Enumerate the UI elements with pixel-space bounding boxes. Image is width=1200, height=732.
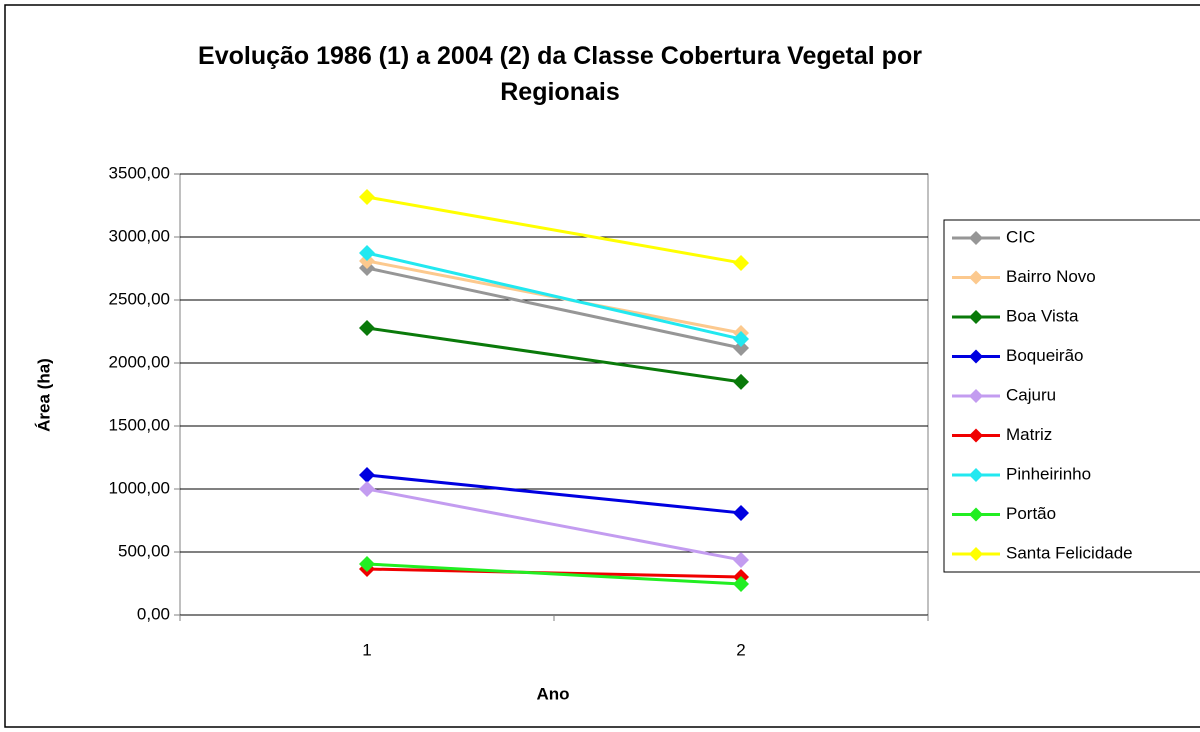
- series-line: [366, 487, 742, 562]
- data-point: [359, 467, 375, 484]
- y-tick-label: 0,00: [137, 604, 170, 623]
- chart-title: Evolução 1986 (1) a 2004 (2) da Classe C…: [198, 42, 922, 106]
- series-line: [366, 195, 742, 265]
- legend-label: Portão: [1006, 504, 1056, 523]
- data-point: [733, 331, 749, 348]
- legend-marker: [969, 468, 983, 482]
- y-tick-label: 1000,00: [109, 478, 170, 497]
- x-axis-label: Ano: [536, 684, 569, 703]
- y-tick-label: 2500,00: [109, 289, 170, 308]
- y-tick-label: 3000,00: [109, 226, 170, 245]
- series-line: [366, 473, 742, 515]
- data-point: [733, 504, 749, 521]
- legend-marker: [969, 349, 983, 364]
- legend-marker: [969, 507, 983, 522]
- series-line: [366, 251, 742, 341]
- y-axis-label: Área (ha): [34, 358, 53, 432]
- data-point: [733, 254, 749, 271]
- data-point: [733, 576, 749, 593]
- legend-label: Matriz: [1006, 425, 1052, 444]
- data-point: [359, 245, 375, 262]
- legend-marker: [969, 310, 983, 324]
- legend-label: Cajuru: [1006, 385, 1056, 404]
- legend-label: Boqueirão: [1006, 346, 1084, 365]
- y-tick-label: 2000,00: [109, 352, 170, 371]
- legend-marker: [969, 389, 983, 403]
- legend-label: Bairro Novo: [1006, 267, 1096, 286]
- series-line: [366, 266, 742, 350]
- legend-label: CIC: [1006, 227, 1035, 246]
- data-point: [733, 373, 749, 390]
- data-point: [359, 555, 375, 572]
- x-tick-label: 1: [362, 640, 371, 659]
- data-point: [733, 551, 749, 568]
- x-tick-label: 2: [736, 640, 745, 659]
- y-tick-label: 1500,00: [109, 415, 170, 434]
- legend-label: Boa Vista: [1006, 306, 1079, 325]
- y-tick-label: 3500,00: [109, 163, 170, 182]
- plot-area: [179, 173, 929, 616]
- legend-marker: [969, 231, 983, 245]
- data-point: [359, 319, 375, 336]
- data-point: [733, 340, 749, 357]
- data-point: [359, 481, 375, 497]
- data-point: [359, 189, 375, 206]
- legend-label: Pinheirinho: [1006, 464, 1091, 483]
- legend-label: Santa Felicidade: [1006, 543, 1133, 562]
- legend-marker: [969, 270, 983, 285]
- legend-marker: [969, 547, 983, 561]
- series-line: [366, 562, 742, 586]
- y-tick-label: 500,00: [118, 541, 170, 560]
- legend-marker: [969, 428, 983, 443]
- series-line: [366, 326, 742, 384]
